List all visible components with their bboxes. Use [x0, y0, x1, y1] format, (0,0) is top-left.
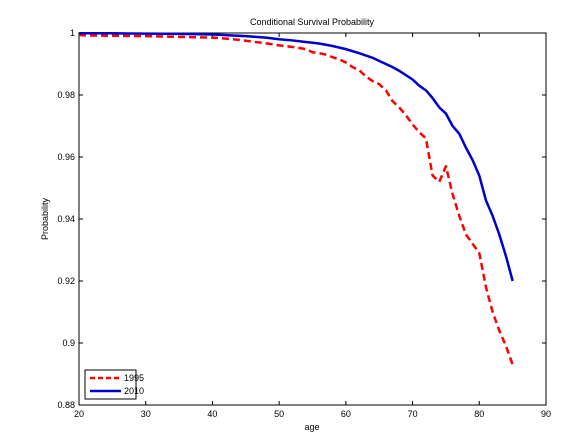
- chart-title: Conditional Survival Probability: [250, 17, 375, 27]
- y-tick-label: 0.94: [57, 214, 75, 224]
- series-line-2010: [79, 32, 514, 282]
- legend-label-2010: 2010: [124, 386, 144, 396]
- y-tick-label: 1: [70, 28, 75, 38]
- x-tick-label: 50: [274, 409, 284, 419]
- x-tick-label: 20: [74, 409, 84, 419]
- x-tick-label: 90: [541, 409, 551, 419]
- y-tick-label: 0.92: [57, 276, 75, 286]
- x-tick-label: 30: [141, 409, 151, 419]
- plot-frame: [78, 32, 547, 406]
- y-axis-title: Probability: [40, 197, 50, 240]
- legend: 1995 2010: [84, 369, 144, 400]
- y-tick-label: 0.88: [57, 400, 75, 410]
- y-tick-label: 0.98: [57, 90, 75, 100]
- series-line-1995: [78, 33, 514, 366]
- legend-box: [84, 369, 137, 400]
- y-tick-label: 0.9: [62, 338, 75, 348]
- x-axis-title: age: [304, 422, 319, 432]
- x-tick-label: 70: [408, 409, 418, 419]
- series-lines: [78, 32, 514, 366]
- plot-area: [78, 32, 547, 406]
- x-tick-label: 40: [207, 409, 217, 419]
- x-tick-label: 80: [474, 409, 484, 419]
- legend-label-1995: 1995: [124, 373, 144, 383]
- y-tick-label: 0.96: [57, 152, 75, 162]
- axis-ticks: 20 30 40 50 60 70 80 90 0.88 0.9 0.92 0.94 0.96 0.98 1: [57, 28, 551, 419]
- x-tick-label: 60: [341, 409, 351, 419]
